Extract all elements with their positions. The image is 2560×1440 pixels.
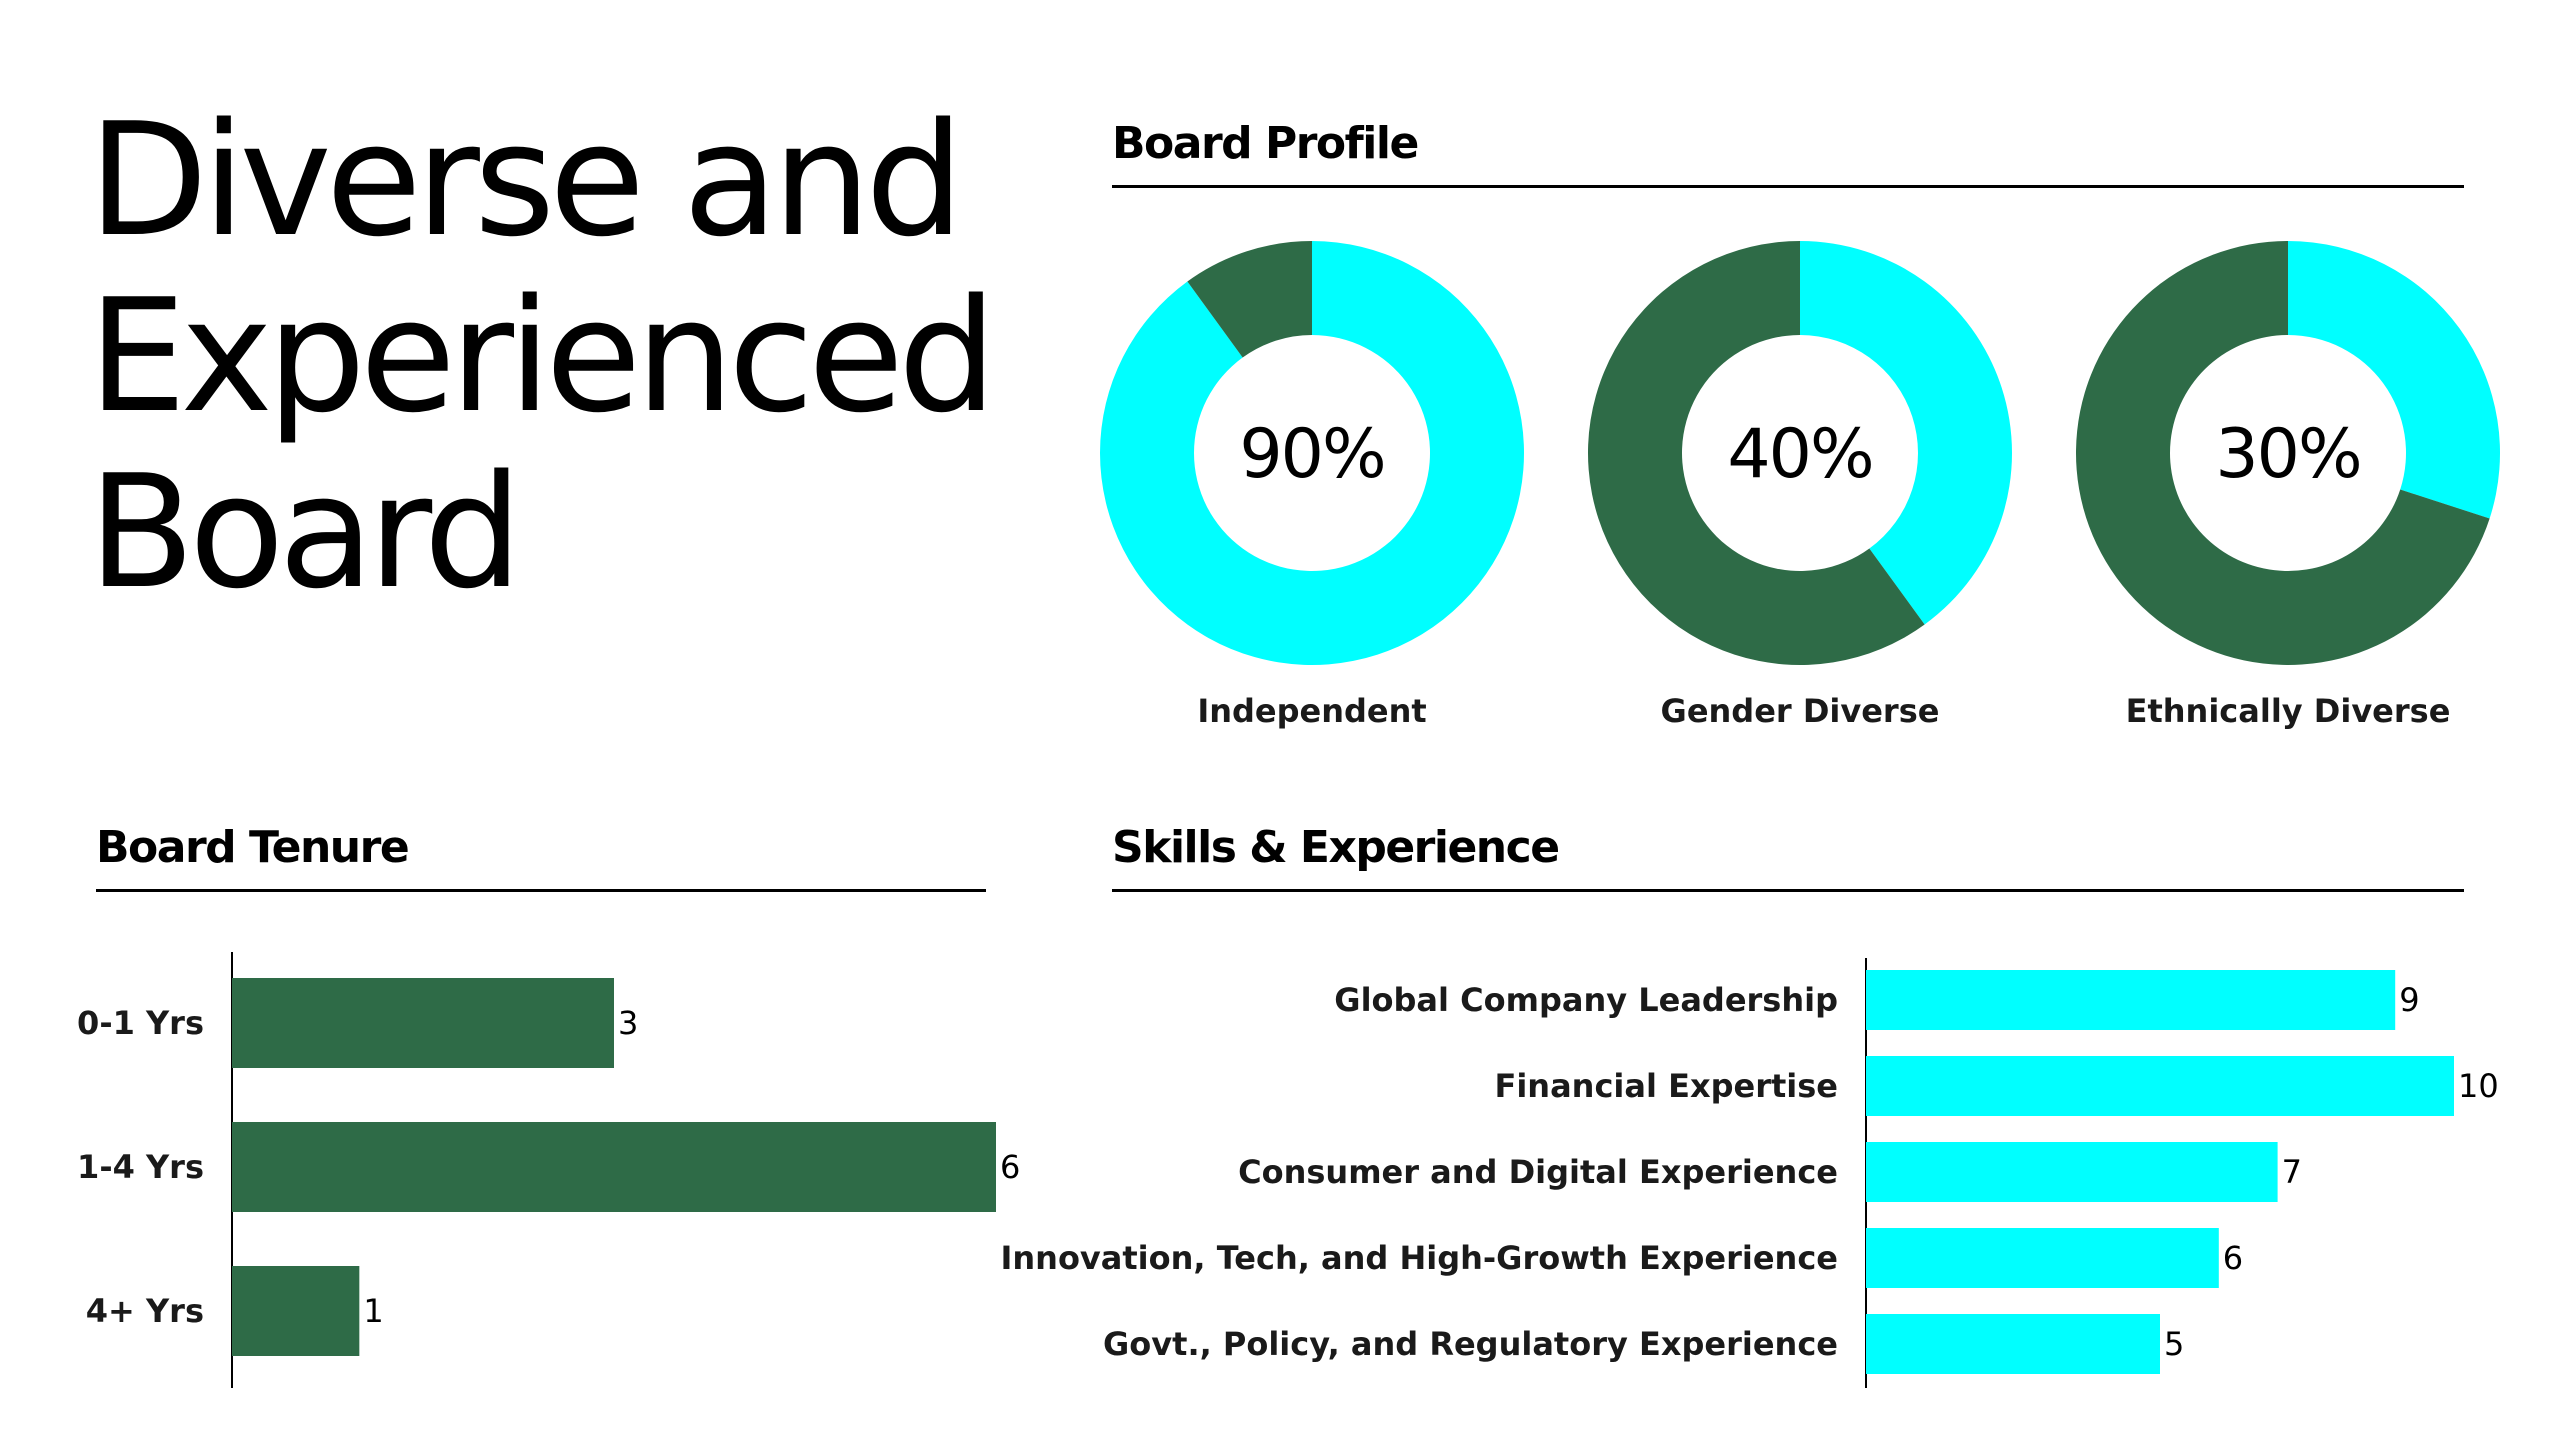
bar	[232, 978, 614, 1068]
donut-2: 40% Gender Diverse	[1587, 241, 2012, 730]
bar-value-label: 6	[1000, 1148, 1020, 1186]
board-profile-heading: Board Profile	[1112, 118, 2464, 188]
bar-category-label: Innovation, Tech, and High-Growth Experi…	[1000, 1239, 1838, 1277]
bar	[1866, 1056, 2454, 1116]
donut-value-segment	[2288, 241, 2500, 519]
bar	[232, 1122, 996, 1212]
donut-label: Independent	[1197, 692, 1426, 730]
skills-experience-chart: Global Company Leadership 9 Financial Expe…	[1000, 958, 2499, 1388]
donut-3: 30% Ethnically Diverse	[2075, 241, 2500, 730]
bar-category-label: 4+ Yrs	[86, 1292, 204, 1330]
donut-value-segment	[1100, 241, 1524, 665]
donut-remainder-segment	[2075, 241, 2490, 665]
board-tenure-heading: Board Tenure	[96, 822, 986, 892]
bar-category-label: Govt., Policy, and Regulatory Experience	[1103, 1325, 1838, 1363]
skills-experience-heading: Skills & Experience	[1112, 822, 2464, 892]
bar	[232, 1266, 360, 1356]
page-title: Diverse and Experienced Board	[88, 92, 1048, 620]
bar-value-label: 5	[2164, 1325, 2184, 1363]
donut-value-segment	[1800, 241, 2012, 625]
bar	[1866, 970, 2396, 1030]
bar-value-label: 9	[2399, 981, 2419, 1019]
donut-remainder-segment	[1187, 241, 1312, 358]
bar-category-label: 0-1 Yrs	[77, 1004, 204, 1042]
bar-category-label: Global Company Leadership	[1334, 981, 1838, 1019]
bar-value-label: 3	[618, 1004, 638, 1042]
bar-category-label: Financial Expertise	[1494, 1067, 1838, 1105]
donut-label: Gender Diverse	[1661, 692, 1940, 730]
bar-category-label: Consumer and Digital Experience	[1238, 1153, 1838, 1191]
donut-center-value: 90%	[1239, 415, 1384, 494]
donut-center-value: 40%	[1727, 415, 1872, 494]
board-tenure-chart: 0-1 Yrs 3 1-4 Yrs 6 4+ Yrs 1	[77, 952, 1020, 1388]
bar	[1866, 1142, 2278, 1202]
bar	[1866, 1228, 2219, 1288]
bar	[1866, 1314, 2160, 1374]
bar-category-label: 1-4 Yrs	[77, 1148, 204, 1186]
donut-remainder-segment	[1587, 241, 1925, 666]
bar-value-label: 6	[2223, 1239, 2243, 1277]
bar-value-label: 10	[2458, 1067, 2499, 1105]
bar-value-label: 7	[2282, 1153, 2302, 1191]
page-title-line-3: Board	[88, 441, 522, 623]
donut-center-value: 30%	[2215, 415, 2360, 494]
donut-1: 90% Independent	[1100, 241, 1524, 730]
page-title-line-1: Diverse and	[88, 89, 964, 271]
donut-label: Ethnically Diverse	[2126, 692, 2451, 730]
page-title-line-2: Experienced	[88, 265, 997, 447]
bar-value-label: 1	[363, 1292, 383, 1330]
